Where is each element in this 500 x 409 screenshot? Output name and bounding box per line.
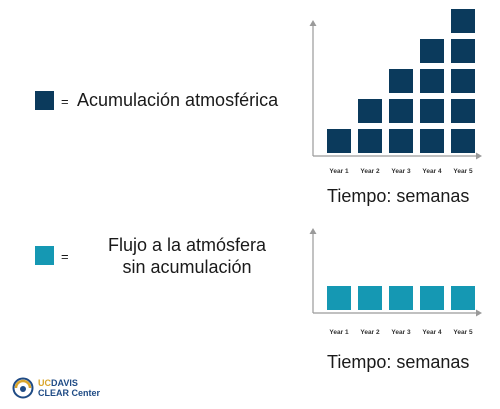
top-chart-block <box>451 129 475 153</box>
clear-center-logo-icon <box>12 377 34 399</box>
top-chart-block <box>389 99 413 123</box>
logo-uc-davis-text: UCDAVIS <box>38 378 78 388</box>
logo-davis-text: DAVIS <box>51 378 78 388</box>
flow-legend-equals: = <box>61 249 69 264</box>
top-chart-tick-label: Year 3 <box>391 168 411 175</box>
flow-legend-label-line1: Flujo a la atmósfera <box>107 235 267 255</box>
flow-legend-swatch <box>35 246 54 265</box>
top-chart-block <box>420 39 444 63</box>
bottom-chart-tick-label: Year 1 <box>329 329 349 336</box>
bottom-chart-block <box>420 286 444 310</box>
bottom-chart-tick-label: Year 4 <box>422 329 442 336</box>
top-chart-tick-label: Year 4 <box>422 168 442 175</box>
accumulation-legend-swatch <box>35 91 54 110</box>
top-chart-block <box>358 129 382 153</box>
bottom-chart-block <box>327 286 351 310</box>
bottom-chart-x-axis-title: Tiempo: semanas <box>327 352 470 372</box>
top-chart-tick-label: Year 2 <box>360 168 380 175</box>
flow-legend-label-line2: sin acumulación <box>122 257 252 277</box>
top-chart-block <box>451 99 475 123</box>
bottom-chart-block <box>451 286 475 310</box>
bottom-chart-block <box>389 286 413 310</box>
bottom-chart-tick-label: Year 3 <box>391 329 411 336</box>
bottom-chart-tick-label: Year 5 <box>453 329 473 336</box>
top-chart-block <box>451 39 475 63</box>
bottom-chart-block <box>358 286 382 310</box>
accumulation-legend-equals: = <box>61 94 69 109</box>
top-chart-block <box>420 69 444 93</box>
top-chart-block <box>451 69 475 93</box>
top-chart-block <box>327 129 351 153</box>
top-chart: Year 1 Year 2 Year 3 Year 4 Year 5 <box>309 9 482 175</box>
top-chart-block <box>420 99 444 123</box>
uc-davis-clear-center-logo: UCDAVIS CLEAR Center <box>12 377 122 399</box>
top-chart-y-axis-arrow <box>309 20 317 26</box>
top-chart-block <box>389 69 413 93</box>
top-chart-x-axis-title: Tiempo: semanas <box>327 186 470 206</box>
bottom-chart-tick-label: Year 2 <box>360 329 380 336</box>
accumulation-legend-label: Acumulación atmosférica <box>77 90 279 110</box>
logo-clear-center-text: CLEAR Center <box>38 388 101 398</box>
bottom-chart: Year 1 Year 2 Year 3 Year 4 Year 5 <box>309 228 482 336</box>
top-chart-tick-label: Year 1 <box>329 168 349 175</box>
top-chart-block <box>451 9 475 33</box>
top-chart-block <box>358 99 382 123</box>
top-chart-tick-label: Year 5 <box>453 168 473 175</box>
flow-legend-label: Flujo a la atmósfera sin acumulación <box>92 234 282 278</box>
top-chart-block <box>389 129 413 153</box>
top-chart-block <box>420 129 444 153</box>
bottom-chart-x-axis-arrow <box>476 309 482 317</box>
logo-uc-text: UC <box>38 378 51 388</box>
bottom-chart-y-axis-arrow <box>309 228 317 234</box>
top-chart-x-axis-arrow <box>476 152 482 160</box>
